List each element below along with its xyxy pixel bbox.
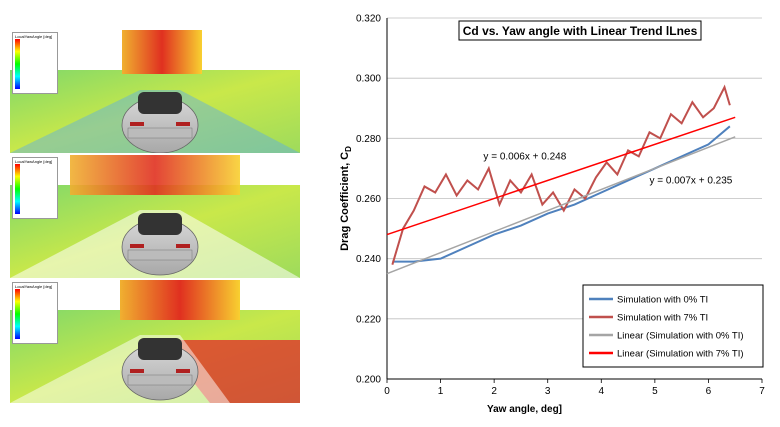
y-axis-label-subscript: D (344, 146, 353, 152)
legend-title: LocalYawAngle [deg] (15, 159, 53, 164)
trendline-equation-1: y = 0.006x + 0.248 (483, 151, 566, 162)
legend-label-3: Linear (Simulation with 0% TI) (617, 331, 744, 342)
y-tick-label: 0.200 (356, 375, 381, 386)
x-tick-label: 4 (599, 386, 605, 397)
legend-box-1: LocalYawAngle [deg] (12, 157, 58, 219)
cfd-panel-0deg: LocalYawAngle [deg] (10, 30, 300, 153)
x-tick-label: 0 (384, 386, 390, 397)
y-axis-label: Drag Coefficient, CD (339, 146, 353, 251)
x-tick-label: 2 (491, 386, 497, 397)
cfd-visualization-1 (10, 155, 300, 278)
annotations: y = 0.006x + 0.248 y = 0.007x + 0.235 (483, 151, 732, 186)
x-tick-label: 5 (652, 386, 658, 397)
x-tick-label: 6 (706, 386, 712, 397)
legend-title: LocalYawAngle [deg] (15, 284, 53, 289)
legend-label-1: Simulation with 0% TI (617, 295, 708, 306)
cfd-panel-7ti: LocalYawAngle [deg] (10, 280, 300, 403)
x-axis-label: Yaw angle, deg] (487, 404, 562, 415)
series-line-3 (386, 136, 736, 275)
y-tick-label: 0.220 (356, 314, 381, 325)
trendline-equation-2: y = 0.007x + 0.235 (650, 175, 733, 186)
x-tick-label: 1 (438, 386, 444, 397)
colorbar (15, 39, 20, 89)
chart-title: Cd vs. Yaw angle with Linear Trend lLnes (463, 24, 698, 38)
cfd-visualization-2 (10, 280, 300, 403)
colorbar (15, 164, 20, 214)
cfd-panel-mid: LocalYawAngle [deg] (10, 155, 300, 278)
legend-label-4: Linear (Simulation with 7% TI) (617, 349, 744, 360)
drag-coefficient-chart: 0.200 0.220 0.240 0.260 0.280 0.300 0.320 0 1 2 3 4… (339, 14, 765, 416)
legend-box-2: LocalYawAngle [deg] (12, 282, 58, 344)
series-line-4 (386, 116, 736, 236)
y-tick-label: 0.280 (356, 134, 381, 145)
colorbar (15, 289, 20, 339)
series-group (386, 84, 736, 275)
y-tick-label: 0.260 (356, 194, 381, 205)
series-line-1 (392, 125, 731, 263)
legend-label-2: Simulation with 7% TI (617, 313, 708, 324)
legend-box-0: LocalYawAngle [deg] (12, 32, 58, 94)
chart-title-group: Cd vs. Yaw angle with Linear Trend lLnes (458, 20, 702, 41)
x-tick-label: 3 (545, 386, 551, 397)
y-axis-label-main: Drag Coefficient, C (339, 152, 351, 251)
cfd-visualization-0 (10, 30, 300, 153)
legend-title: LocalYawAngle [deg] (15, 34, 53, 39)
title-box (458, 20, 702, 41)
y-tick-label: 0.300 (356, 74, 381, 85)
legend: Simulation with 0% TI Simulation with 7% … (582, 284, 764, 368)
y-tick-label: 0.320 (356, 14, 381, 25)
axes: 0.200 0.220 0.240 0.260 0.280 0.300 0.320 0 1 2 3 4… (356, 14, 765, 398)
y-tick-label: 0.240 (356, 254, 381, 265)
x-tick-label: 7 (759, 386, 765, 397)
series-line-2 (391, 84, 731, 265)
